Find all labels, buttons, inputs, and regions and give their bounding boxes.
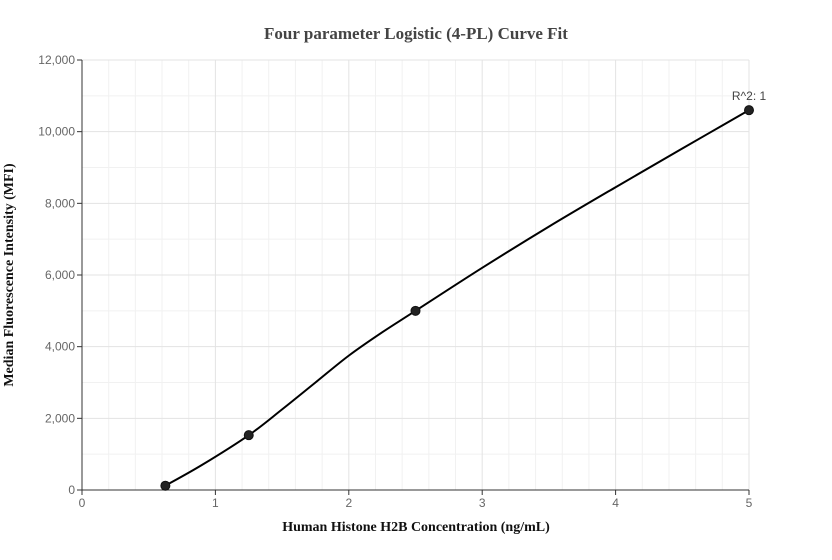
- y-tick-label: 0: [68, 483, 75, 497]
- data-point: [160, 480, 171, 491]
- r-squared-annotation: R^2: 1: [732, 89, 767, 103]
- x-tick-label: 0: [79, 496, 86, 510]
- y-tick-label: 10,000: [38, 125, 75, 139]
- x-tick-label: 4: [612, 496, 619, 510]
- fit-curve-layer: [164, 109, 750, 487]
- x-axis-title: Human Histone H2B Concentration (ng/mL): [282, 520, 550, 535]
- x-tick-label: 1: [212, 496, 219, 510]
- data-point: [243, 430, 254, 441]
- fit-curve: [164, 109, 750, 487]
- chart-title: Four parameter Logistic (4-PL) Curve Fit: [264, 24, 568, 43]
- x-tick-label: 3: [479, 496, 486, 510]
- y-tick-label: 8,000: [45, 196, 75, 210]
- y-tick-label: 12,000: [38, 53, 75, 67]
- y-tick-label: 4,000: [45, 340, 75, 354]
- x-tick-label: 5: [746, 496, 753, 510]
- data-point: [744, 105, 754, 116]
- x-tick-label: 2: [345, 496, 352, 510]
- y-axis-title: Median Fluorescence Intensity (MFI): [2, 163, 17, 387]
- axes: 0 1 2 3 4 5 0 2,000 4,000 6,000 8,000 10,000 12,000: [38, 53, 752, 510]
- y-tick-label: 6,000: [45, 268, 75, 282]
- grid: [82, 59, 750, 490]
- data-points: [160, 105, 754, 491]
- data-point: [410, 305, 421, 316]
- y-tick-label: 2,000: [45, 411, 75, 425]
